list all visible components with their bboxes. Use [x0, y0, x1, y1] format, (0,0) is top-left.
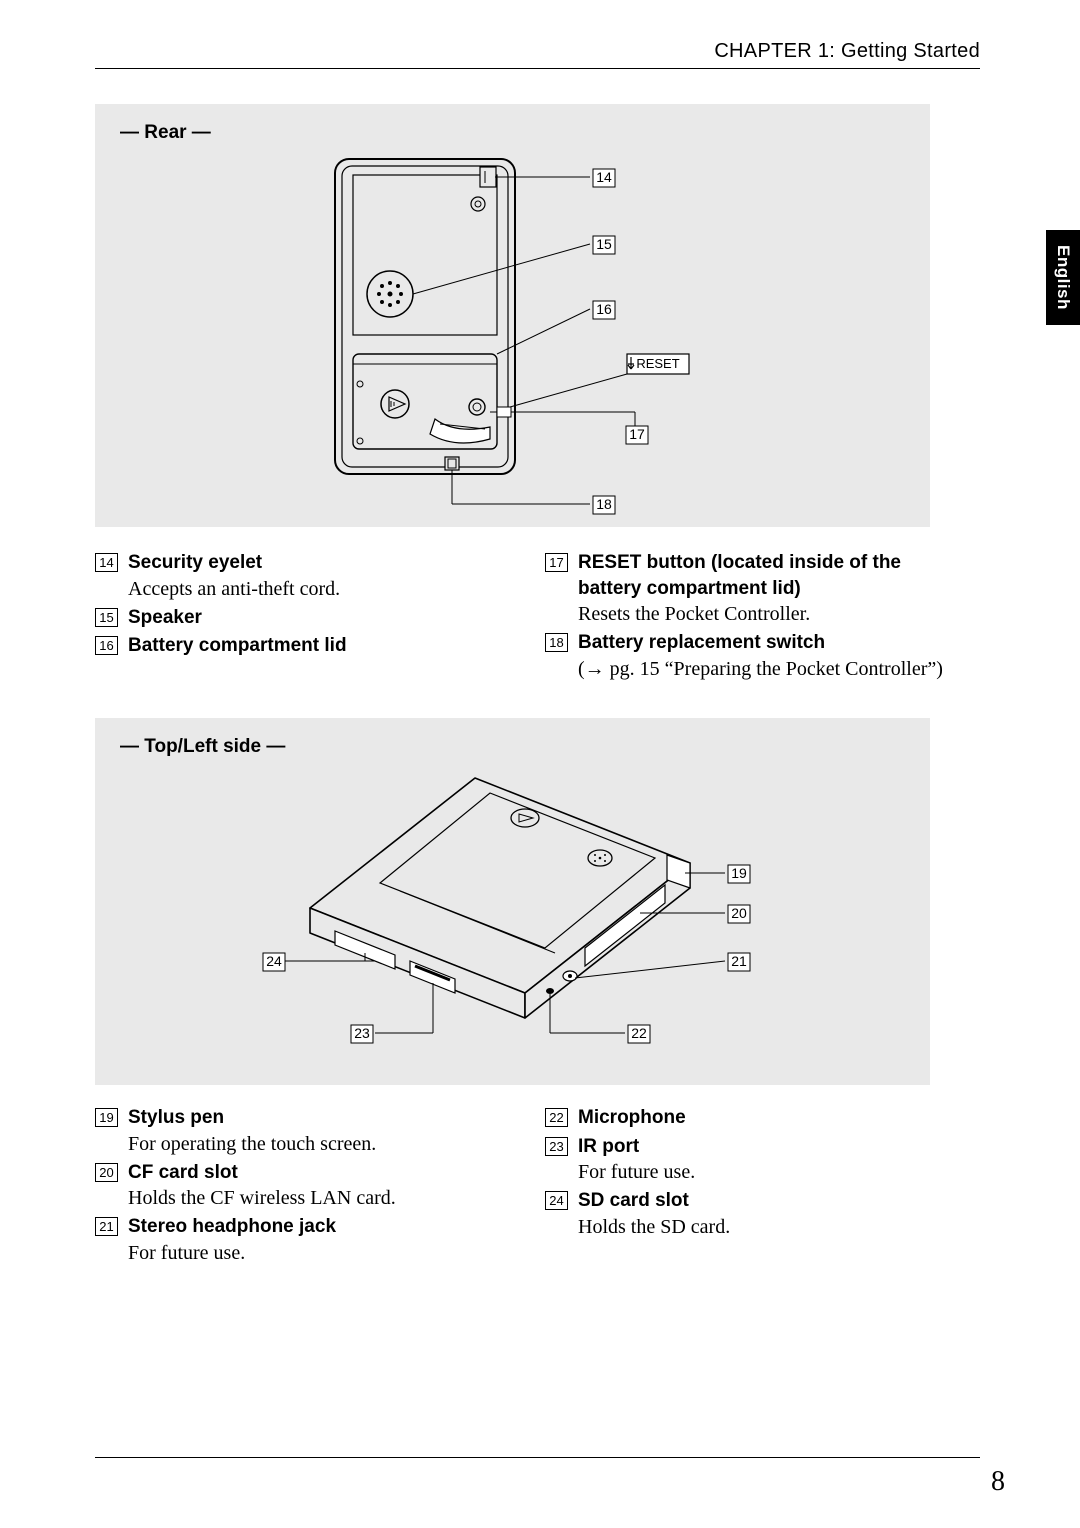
callout-num: 19 [95, 1108, 118, 1127]
chapter-heading: CHAPTER 1: Getting Started [714, 40, 980, 63]
svg-text:16: 16 [596, 301, 612, 317]
svg-text:15: 15 [596, 236, 612, 252]
callout-num: 20 [95, 1163, 118, 1182]
legend-title: Battery replacement switch [578, 630, 965, 656]
svg-text:14: 14 [596, 169, 612, 185]
legend-title: Microphone [578, 1105, 965, 1131]
callout-num: 16 [95, 636, 118, 655]
legend-title: Stereo headphone jack [128, 1214, 515, 1240]
legend-desc: For operating the touch screen. [128, 1131, 515, 1157]
legend-title: Stylus pen [128, 1105, 515, 1131]
svg-text:18: 18 [596, 496, 612, 512]
legend-desc: For future use. [128, 1240, 515, 1266]
legend-desc: Holds the CF wireless LAN card. [128, 1185, 515, 1211]
legend-title: Battery compartment lid [128, 633, 515, 659]
svg-text:19: 19 [731, 865, 747, 881]
callout-num: 14 [95, 553, 118, 572]
svg-text:23: 23 [354, 1025, 370, 1041]
legend-topleft-right: 22 Microphone 23 IR portFor future use. 24… [545, 1105, 965, 1269]
callout-num: 18 [545, 633, 568, 652]
figure-rear-box: — Rear — [95, 104, 930, 527]
callout-num: 15 [95, 608, 118, 627]
callout-num: 22 [545, 1108, 568, 1127]
figure-topleft-svg: 19 20 21 22 23 24 [95, 718, 930, 1085]
figure-topleft-title: — Top/Left side — [120, 736, 285, 758]
legend-rear: 14 Security eyeletAccepts an anti-theft c… [95, 550, 965, 685]
page: CHAPTER 1: Getting Started English — Rea… [0, 0, 1080, 1528]
reset-label: RESET [636, 356, 679, 371]
legend-desc: Holds the SD card. [578, 1214, 965, 1240]
legend-topleft-left: 19 Stylus penFor operating the touch scre… [95, 1105, 515, 1269]
legend-title: IR port [578, 1134, 965, 1160]
callout-num: 21 [95, 1217, 118, 1236]
legend-desc: Resets the Pocket Controller. [578, 601, 965, 627]
legend-desc: Accepts an anti-theft cord. [128, 576, 515, 602]
legend-rear-left: 14 Security eyeletAccepts an anti-theft c… [95, 550, 515, 685]
callout-num: 23 [545, 1137, 568, 1156]
bottom-rule [95, 1457, 980, 1458]
svg-text:20: 20 [731, 905, 747, 921]
svg-text:22: 22 [631, 1025, 647, 1041]
figure-rear-title: — Rear — [120, 122, 211, 144]
svg-text:24: 24 [266, 953, 282, 969]
legend-title: CF card slot [128, 1160, 515, 1186]
legend-title: RESET button (located inside of the batt… [578, 550, 965, 601]
legend-desc: (→ pg. 15 “Preparing the Pocket Controll… [578, 656, 965, 682]
page-number: 8 [991, 1466, 1005, 1498]
figure-topleft-box: — Top/Left side — [95, 718, 930, 1085]
callout-num: 24 [545, 1191, 568, 1210]
svg-text:17: 17 [629, 426, 645, 442]
callout-num: 17 [545, 553, 568, 572]
language-tab: English [1046, 230, 1080, 325]
legend-topleft: 19 Stylus penFor operating the touch scre… [95, 1105, 965, 1269]
legend-title: SD card slot [578, 1188, 965, 1214]
legend-rear-right: 17 RESET button (located inside of the ba… [545, 550, 965, 685]
figure-rear-svg: RESET 14 15 16 17 18 [95, 104, 930, 527]
top-rule [95, 68, 980, 69]
legend-desc: For future use. [578, 1159, 965, 1185]
svg-text:21: 21 [731, 953, 747, 969]
legend-title: Security eyelet [128, 550, 515, 576]
legend-title: Speaker [128, 605, 515, 631]
